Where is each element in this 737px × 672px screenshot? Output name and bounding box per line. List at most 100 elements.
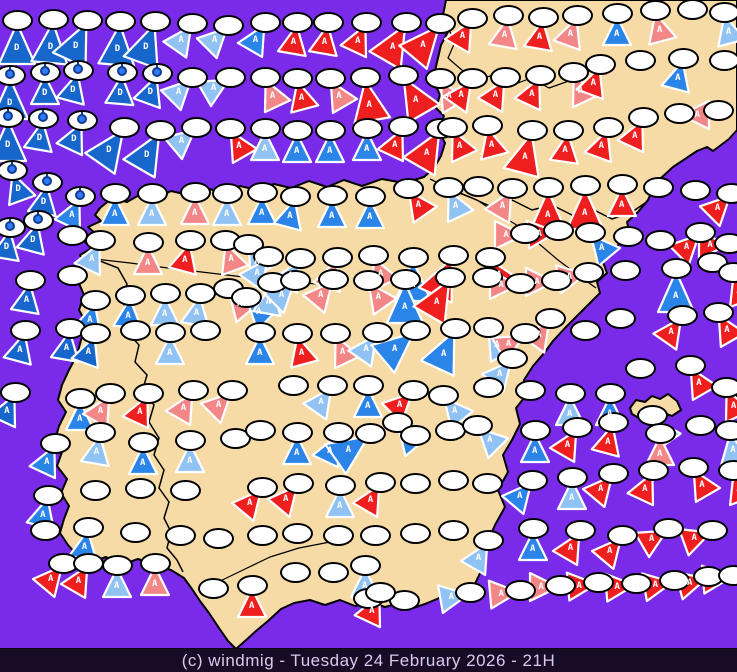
wind-letter: D [7,98,13,109]
wind-letter: A [724,325,730,336]
wind-letter: A [298,347,305,358]
station-ellipse [455,582,486,603]
station-ellipse [557,467,588,488]
wind-letter: A [247,498,253,509]
wind-letter: A [192,207,198,218]
wind-cone [652,317,683,351]
station-ellipse [10,320,41,341]
station-ellipse [703,100,734,121]
wind-letter: A [532,445,538,456]
station-ellipse [653,518,684,539]
wind-cone [122,23,159,70]
station-ellipse [388,65,419,86]
wind-letter: A [89,253,95,264]
station-ellipse [133,232,164,253]
wind-letter: A [259,207,265,218]
wind-letter: A [283,494,289,505]
station-ellipse [393,178,424,199]
station-ellipse [190,320,221,341]
station-ellipse [115,285,146,306]
wind-letter: A [598,243,605,254]
wind-cone [556,479,588,511]
station-ellipse [315,68,346,89]
wind-cone [301,281,334,315]
station-ellipse [247,182,278,203]
wind-letter: A [178,135,185,146]
wind-cone [244,334,276,366]
station-ellipse [253,246,284,267]
station-ellipse [150,283,181,304]
precip-icon [33,212,43,224]
wind-cone [351,484,381,519]
wind-letter: A [48,574,54,585]
wind-cone [626,472,655,507]
wind-letter: A [362,580,368,591]
station-ellipse [360,525,391,546]
wind-cone [450,129,479,164]
wind-cone [552,17,581,52]
wind-letter: A [396,400,403,411]
precip-icon [75,188,85,200]
wind-letter: A [327,271,334,282]
station-ellipse [203,528,234,549]
station-ellipse [602,3,633,24]
wind-cone [73,242,102,277]
wind-letter: A [522,152,528,163]
wind-letter: A [256,307,262,318]
wind-cone [616,119,645,154]
wind-letter: A [125,310,131,321]
station-ellipse [105,11,136,32]
station-ellipse [80,323,111,344]
station-ellipse [175,430,206,451]
station-ellipse [425,13,456,34]
station-ellipse [555,383,586,404]
wind-letter: D [143,149,150,160]
wind-cone [266,485,299,519]
wind-letter: A [254,268,260,279]
wind-cone [55,122,84,157]
station-ellipse [250,118,281,139]
wind-cone [517,530,549,562]
station-ellipse [490,67,521,88]
wind-cone [70,335,99,370]
wind-cone [601,15,633,47]
station-ellipse [583,572,614,593]
wind-cone [692,469,722,504]
wind-letter: A [423,147,430,158]
wind-letter: D [30,234,36,245]
station-ellipse [30,520,61,541]
wind-cone [316,197,348,229]
wind-letter: A [501,30,508,41]
wind-letter: A [497,369,503,380]
river-guadalquivir [213,541,331,585]
wind-letter: A [673,291,679,302]
station-ellipse [475,247,506,268]
station-ellipse [473,530,504,551]
station-ellipse [0,382,31,403]
wind-letter: A [287,271,294,282]
station-ellipse [457,8,488,29]
station-ellipse [613,226,644,247]
station-ellipse [80,480,111,501]
wind-cone [548,429,578,464]
station-ellipse [493,5,524,26]
station-ellipse [72,10,103,31]
wind-letter: A [730,445,736,456]
station-ellipse [398,247,429,268]
wind-letter: A [389,41,396,52]
wind-cone [446,189,475,224]
station-ellipse [282,120,313,141]
wind-letter: A [278,290,285,301]
wind-letter: A [298,92,305,103]
wind-cone [351,130,383,162]
wind-letter: A [505,339,512,350]
station-ellipse [659,570,690,591]
station-ellipse [100,183,131,204]
wind-letter: A [590,78,597,89]
wind-letter: A [97,406,104,417]
wind-letter: A [40,509,46,520]
wind-cone [443,20,473,55]
wind-letter: A [438,275,445,286]
station-ellipse [668,48,699,69]
wind-cone [324,487,356,519]
